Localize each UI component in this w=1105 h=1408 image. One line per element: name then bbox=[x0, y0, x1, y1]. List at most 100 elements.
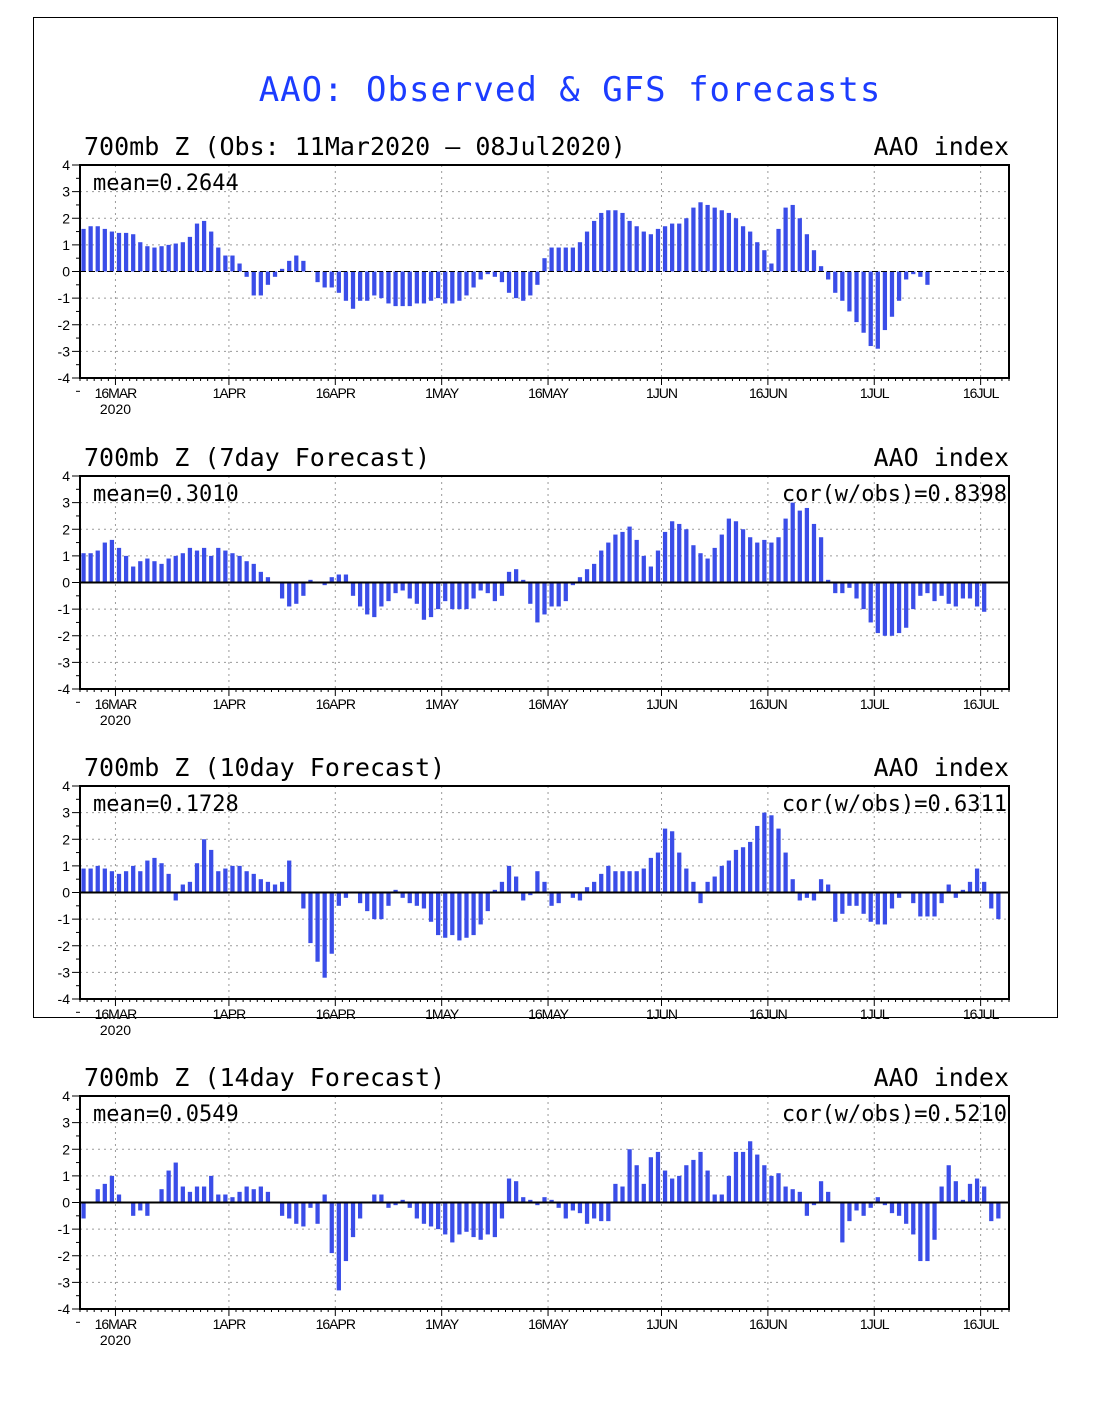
bar bbox=[889, 271, 895, 317]
bar bbox=[499, 1202, 505, 1219]
bar bbox=[854, 582, 859, 599]
bar bbox=[592, 881, 597, 893]
bar bbox=[145, 246, 150, 272]
bar bbox=[620, 531, 625, 583]
bar bbox=[457, 271, 462, 301]
bar bbox=[875, 582, 880, 634]
bar bbox=[896, 582, 902, 634]
y-tick-label: 2 bbox=[62, 1141, 70, 1157]
bar bbox=[514, 271, 519, 299]
bar bbox=[769, 263, 774, 272]
bar bbox=[251, 563, 256, 583]
bar bbox=[400, 582, 405, 591]
bar bbox=[109, 231, 115, 272]
bar bbox=[521, 579, 526, 583]
bar bbox=[265, 271, 271, 285]
x-year-label: 2020 bbox=[100, 1332, 131, 1348]
bar bbox=[726, 212, 732, 272]
bar bbox=[287, 582, 292, 607]
x-tick-label: 1JUL bbox=[860, 1006, 890, 1022]
x-year-label: 2020 bbox=[100, 1022, 131, 1038]
bar bbox=[535, 271, 540, 285]
x-year-label: 2020 bbox=[100, 401, 131, 417]
bar bbox=[911, 1202, 916, 1235]
y-tick-label: 0 bbox=[62, 885, 70, 901]
bar bbox=[818, 266, 824, 272]
bar bbox=[492, 889, 497, 893]
bar bbox=[811, 250, 817, 272]
bar bbox=[81, 868, 86, 893]
bar bbox=[230, 865, 235, 893]
bar bbox=[81, 228, 86, 272]
bar bbox=[677, 523, 682, 583]
bar bbox=[357, 582, 363, 607]
x-tick-label: 1APR bbox=[213, 696, 246, 712]
bar bbox=[499, 881, 505, 893]
bar bbox=[514, 876, 519, 893]
bar bbox=[542, 582, 547, 615]
figure-title: AAO: Observed & GFS forecasts bbox=[258, 70, 882, 110]
bar bbox=[152, 247, 157, 272]
bar bbox=[684, 868, 689, 893]
bar bbox=[95, 226, 100, 272]
bar bbox=[634, 1165, 639, 1203]
bar bbox=[372, 582, 377, 618]
y-tick-label: 1 bbox=[62, 858, 70, 874]
bar bbox=[904, 271, 909, 280]
bar bbox=[691, 881, 696, 893]
bar bbox=[563, 1202, 568, 1219]
x-tick-label: 16APR bbox=[316, 385, 356, 401]
bar bbox=[641, 231, 646, 272]
bar bbox=[769, 1175, 774, 1203]
bar bbox=[804, 507, 810, 583]
bar bbox=[854, 892, 859, 906]
bar bbox=[918, 271, 923, 277]
y-tick-label: 4 bbox=[62, 157, 70, 173]
bar bbox=[393, 1202, 398, 1206]
bar bbox=[861, 892, 866, 914]
bar bbox=[769, 542, 774, 583]
bar bbox=[315, 1202, 320, 1224]
bar bbox=[506, 1178, 512, 1203]
bar bbox=[996, 1202, 1001, 1219]
bar bbox=[478, 892, 483, 925]
bar bbox=[535, 582, 540, 623]
mean-label: mean=0.3010 bbox=[93, 482, 239, 507]
bar bbox=[705, 558, 710, 583]
bar bbox=[329, 271, 334, 288]
bar bbox=[400, 1199, 405, 1203]
bar bbox=[641, 868, 646, 893]
x-tick-label: 16JUL bbox=[963, 1316, 1000, 1332]
bar bbox=[159, 1189, 164, 1203]
bar bbox=[811, 892, 817, 901]
bar bbox=[620, 212, 625, 272]
bar bbox=[443, 1202, 448, 1235]
bar bbox=[967, 582, 973, 599]
bar bbox=[691, 545, 696, 583]
bar bbox=[521, 892, 526, 901]
bar bbox=[826, 271, 831, 280]
bar bbox=[577, 892, 583, 901]
bar bbox=[875, 1197, 880, 1203]
bar bbox=[514, 1181, 519, 1203]
bar bbox=[960, 889, 966, 893]
panel-title: 700mb Z (10day Forecast) bbox=[84, 753, 445, 782]
bar bbox=[804, 1202, 810, 1216]
bar bbox=[918, 582, 923, 596]
bar bbox=[818, 879, 824, 893]
bar bbox=[322, 1194, 327, 1203]
bar bbox=[145, 860, 150, 893]
bar bbox=[194, 550, 200, 583]
bar bbox=[450, 582, 455, 610]
bar bbox=[847, 271, 852, 312]
bar bbox=[102, 228, 107, 272]
bar bbox=[514, 569, 519, 583]
bar bbox=[960, 1199, 966, 1203]
bar bbox=[797, 1191, 802, 1203]
bar bbox=[521, 271, 526, 301]
x-tick-label: 1MAY bbox=[425, 1006, 460, 1022]
bar bbox=[783, 207, 788, 272]
bar bbox=[896, 892, 902, 898]
bar bbox=[435, 582, 441, 610]
bar bbox=[244, 271, 249, 277]
